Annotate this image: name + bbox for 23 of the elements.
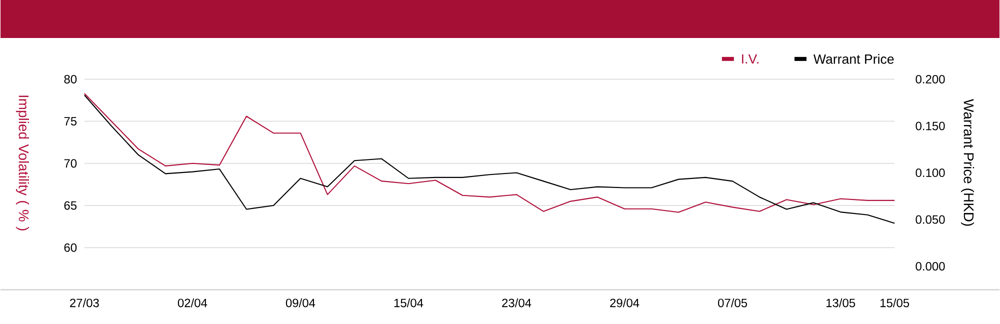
- y-axis-title: Implied Volatility ( % ): [16, 96, 30, 230]
- y2-tick-label: 0.050: [916, 215, 945, 224]
- y2-tick-label: 0.100: [916, 168, 945, 178]
- x-tick-label: 15/04: [394, 298, 424, 308]
- legend-label: Warrant Price: [813, 54, 894, 64]
- y2-tick-label: 0.200: [916, 75, 945, 84]
- y-tick-label: 80: [64, 75, 77, 84]
- x-tick-label: 09/04: [286, 298, 316, 308]
- x-tick-label: 15/05: [880, 298, 910, 308]
- y-tick-label: 75: [64, 117, 77, 126]
- x-tick-label: 13/05: [826, 298, 856, 308]
- y-tick-label: 65: [64, 201, 77, 210]
- y-tick-label: 70: [64, 159, 77, 168]
- x-tick-label: 27/03: [70, 298, 99, 308]
- x-tick-label: 07/05: [718, 298, 748, 308]
- legend-label: I.V.: [742, 54, 758, 64]
- y-tick-label: 60: [64, 244, 77, 252]
- x-tick-label: 29/04: [610, 298, 640, 308]
- y2-tick-label: 0.000: [916, 262, 945, 271]
- y2-axis-title: Warrant Price (HKD): [960, 99, 974, 226]
- x-tick-label: 02/04: [178, 298, 208, 308]
- x-tick-label: 23/04: [502, 298, 532, 308]
- y2-tick-label: 0.150: [916, 122, 945, 130]
